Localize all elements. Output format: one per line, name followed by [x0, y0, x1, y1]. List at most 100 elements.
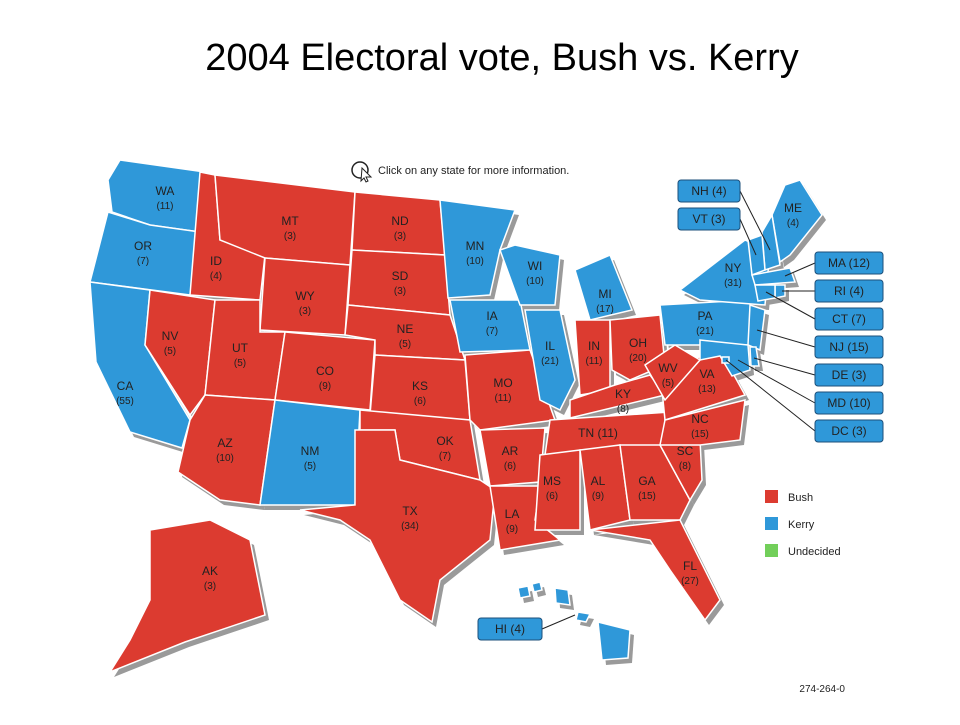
- state-votes: (31): [724, 278, 742, 289]
- callout-label: NH (4): [691, 184, 726, 198]
- state[interactable]: [108, 519, 266, 674]
- state-votes: (6): [504, 461, 516, 472]
- state[interactable]: [299, 429, 496, 624]
- state-name: IA: [486, 309, 497, 323]
- state[interactable]: [574, 254, 634, 321]
- state-name: WV: [658, 361, 677, 375]
- callout-label: VT (3): [692, 212, 725, 226]
- callout-label: NJ (15): [829, 340, 868, 354]
- state-name: NE: [397, 322, 414, 336]
- state-votes: (3): [284, 231, 296, 242]
- state-votes: (15): [691, 429, 709, 440]
- state[interactable]: [619, 444, 691, 521]
- state-name: OK: [436, 434, 453, 448]
- state-votes: (3): [394, 231, 406, 242]
- callout-box[interactable]: [814, 307, 884, 331]
- state-name: NY: [725, 261, 742, 275]
- state[interactable]: [659, 399, 746, 446]
- callout-box[interactable]: [814, 363, 884, 387]
- state-name: ND: [391, 214, 409, 228]
- state[interactable]: [144, 289, 216, 417]
- legend-swatch: [765, 490, 778, 503]
- callout-box[interactable]: [814, 279, 884, 303]
- state-votes: (3): [299, 306, 311, 317]
- state-name: NV: [162, 329, 179, 343]
- instruction: Click on any state for more information.: [378, 165, 569, 177]
- state[interactable]: [534, 449, 581, 531]
- leader-line: [756, 329, 816, 348]
- state-votes: (5): [662, 378, 674, 389]
- state-name: ME: [784, 201, 802, 215]
- state[interactable]: [589, 519, 721, 622]
- state-votes: (7): [486, 326, 498, 337]
- state-votes: (3): [394, 286, 406, 297]
- state[interactable]: [439, 199, 517, 299]
- state-votes: (4): [787, 218, 799, 229]
- state[interactable]: [751, 267, 797, 286]
- state-votes: (10): [216, 453, 234, 464]
- state[interactable]: [554, 587, 571, 606]
- state[interactable]: [575, 611, 592, 623]
- state-votes: (34): [401, 521, 419, 532]
- instruction-icon: [351, 161, 373, 183]
- state-votes: (3): [204, 581, 216, 592]
- state[interactable]: [464, 349, 557, 431]
- state-votes: (11): [156, 201, 173, 212]
- state-name: TX: [402, 504, 417, 518]
- leader-line: [753, 357, 816, 376]
- callout-box[interactable]: [677, 207, 741, 231]
- state-name: MT: [281, 214, 299, 228]
- state-name: WI: [528, 259, 543, 273]
- state-votes: (11): [585, 356, 602, 367]
- callout-label: DE (3): [832, 368, 867, 382]
- state-votes: (6): [414, 396, 426, 407]
- state[interactable]: [754, 284, 776, 302]
- state-name: MS: [543, 474, 561, 488]
- legend-swatch: [765, 517, 778, 530]
- state[interactable]: [597, 621, 631, 661]
- state[interactable]: [747, 233, 766, 277]
- state-name: GA: [638, 474, 655, 488]
- state-votes: (9): [592, 491, 604, 502]
- callout-box[interactable]: [814, 391, 884, 415]
- state-name: CA: [117, 379, 134, 393]
- callout-box[interactable]: [477, 617, 543, 641]
- callout-box[interactable]: [677, 179, 741, 203]
- legend-label: Undecided: [788, 546, 841, 558]
- state-name: WA: [156, 184, 175, 198]
- state-name: ID: [210, 254, 222, 268]
- state-name: AR: [502, 444, 519, 458]
- callout-box[interactable]: [814, 251, 884, 275]
- state-votes: (10): [526, 276, 544, 287]
- state-name: VA: [699, 367, 714, 381]
- state-name: MO: [493, 376, 512, 390]
- title: 2004 Electoral vote, Bush vs. Kerry: [205, 37, 799, 79]
- callout-label: HI (4): [495, 622, 525, 636]
- state[interactable]: [531, 581, 543, 593]
- state-votes: (17): [596, 304, 614, 315]
- leader-line: [541, 614, 576, 630]
- state-name: MN: [466, 239, 485, 253]
- state-name: NM: [301, 444, 320, 458]
- callout-box[interactable]: [814, 335, 884, 359]
- state-name: IN: [588, 339, 600, 353]
- state-name: KY: [615, 387, 631, 401]
- state-votes: (7): [137, 256, 149, 267]
- leader-line: [739, 190, 771, 251]
- state-votes: (4): [210, 271, 222, 282]
- state-name: LA: [505, 507, 520, 521]
- state[interactable]: [517, 585, 531, 599]
- callout-box[interactable]: [814, 419, 884, 443]
- state-name: CO: [316, 364, 334, 378]
- state-votes: (8): [679, 461, 691, 472]
- state-name: AK: [202, 564, 218, 578]
- state-votes: (5): [399, 339, 411, 350]
- state-votes: (5): [304, 461, 316, 472]
- state[interactable]: [524, 309, 576, 412]
- state[interactable]: [499, 244, 561, 306]
- footnote: 274-264-0: [799, 684, 845, 695]
- state-votes: (6): [546, 491, 558, 502]
- state[interactable]: [747, 303, 766, 352]
- state[interactable]: [749, 346, 760, 367]
